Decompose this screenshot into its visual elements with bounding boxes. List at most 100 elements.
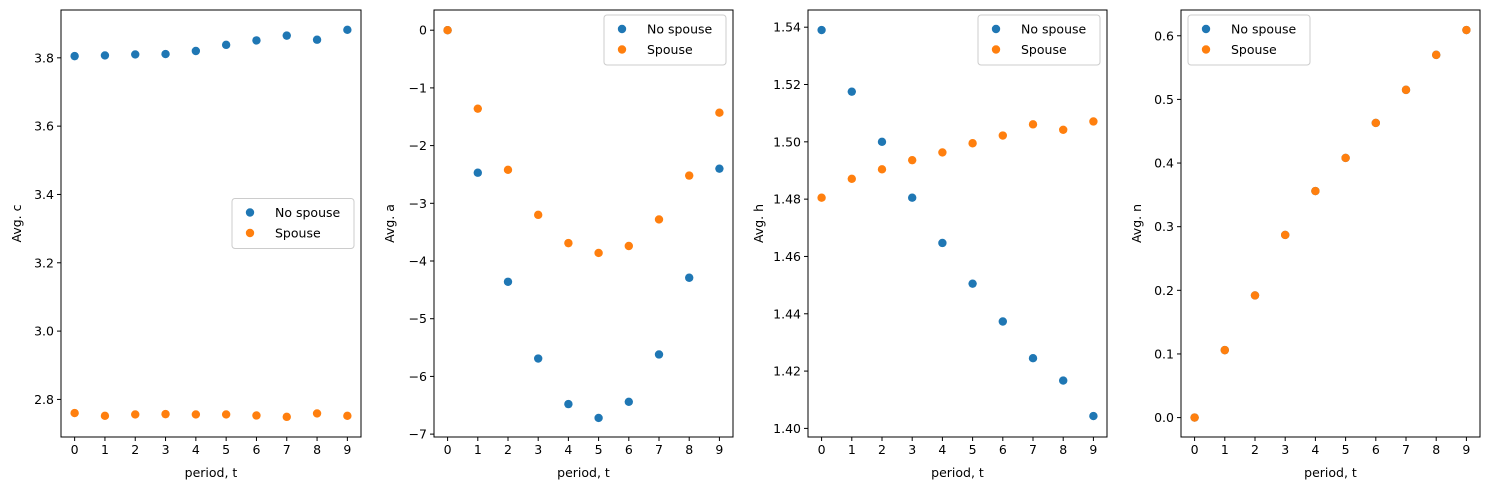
no-spouse-point <box>654 350 664 359</box>
spouse-point <box>282 412 291 422</box>
spouse-point <box>847 174 856 183</box>
y-tick-label: 1.44 <box>773 306 801 321</box>
spouse-point <box>1371 118 1381 128</box>
spouse-point <box>564 238 573 248</box>
x-tick-label: 3 <box>908 442 916 457</box>
no-spouse-point <box>161 49 170 59</box>
plot-frame <box>60 9 362 438</box>
y-tick-label: 3.4 <box>34 187 54 202</box>
no-spouse-point <box>877 137 887 147</box>
x-tick-label: 2 <box>1251 442 1259 457</box>
x-tick-label: 5 <box>969 442 977 457</box>
spouse-point <box>1059 125 1068 134</box>
x-tick-label: 4 <box>938 442 946 457</box>
no-spouse-point <box>312 35 322 44</box>
no-spouse-point <box>343 25 352 35</box>
x-tick-label: 6 <box>625 442 633 457</box>
y-tick-label: 1.52 <box>773 77 801 92</box>
spouse-point <box>938 148 947 157</box>
x-axis-label: period, t <box>1304 465 1357 480</box>
x-tick-label: 2 <box>504 442 512 457</box>
legend-marker <box>245 228 255 238</box>
y-tick-label: 0.1 <box>1154 346 1174 361</box>
legend-marker <box>1201 24 1211 34</box>
legend-label: Spouse <box>1021 42 1067 57</box>
x-tick-label: 3 <box>1281 442 1289 457</box>
spouse-point <box>1311 186 1320 196</box>
x-axis-label: period, t <box>557 465 610 480</box>
legend: No spouse Spouse <box>1187 14 1311 66</box>
spouse-point <box>715 108 724 117</box>
y-tick-label: 1.54 <box>773 20 801 35</box>
spouse-point <box>533 210 543 220</box>
legend-box <box>977 14 1101 66</box>
x-tick-label: 4 <box>1311 442 1319 457</box>
x-tick-label: 3 <box>162 442 170 457</box>
y-tick-label: −4 <box>409 254 427 269</box>
y-tick-label: 1.48 <box>773 192 801 207</box>
y-axis-label: Avg. c <box>9 204 24 242</box>
y-tick-label: 3.0 <box>34 324 54 339</box>
legend-marker <box>991 45 1001 54</box>
x-tick-label: 1 <box>1221 442 1229 457</box>
x-tick-label: 1 <box>101 442 109 457</box>
subplot-2: 0 1 2 3 4 5 6 7 8 9 −7 −6 −5 −4 −3 −2 −1 0 period, t Avg. a… <box>382 9 734 480</box>
spouse-point <box>221 410 231 419</box>
spouse-point <box>968 139 977 148</box>
y-tick-label: 1.40 <box>773 421 801 436</box>
legend: No spouse Spouse <box>977 14 1101 66</box>
legend-marker <box>617 24 627 34</box>
legend-marker <box>617 45 627 54</box>
no-spouse-point <box>907 193 917 202</box>
no-spouse-point <box>503 277 513 286</box>
y-tick-label: −3 <box>409 196 427 211</box>
no-spouse-point <box>1059 376 1068 385</box>
plot-frame <box>1180 9 1481 438</box>
spouse-point <box>1341 153 1350 163</box>
x-tick-label: 2 <box>131 442 139 457</box>
y-axis-label: Avg. h <box>751 204 766 243</box>
y-axis-label: Avg. n <box>1129 204 1144 243</box>
x-tick-label: 9 <box>715 442 723 457</box>
y-tick-label: 1.42 <box>773 364 801 379</box>
x-tick-label: 2 <box>878 442 886 457</box>
no-spouse-point <box>282 31 291 40</box>
no-spouse-point <box>221 40 231 50</box>
spouse-point <box>624 241 634 251</box>
legend-label: No spouse <box>1021 22 1087 37</box>
spouse-point <box>161 409 170 419</box>
spouse-point <box>594 248 603 258</box>
spouse-point <box>503 165 513 175</box>
spouse-point <box>191 410 201 419</box>
y-tick-label: 3.6 <box>34 119 54 134</box>
legend-marker <box>245 208 255 217</box>
legend-label: Spouse <box>275 226 321 241</box>
spouse-point <box>1089 117 1098 126</box>
spouse-point <box>1432 50 1441 60</box>
x-tick-label: 1 <box>474 442 482 457</box>
spouse-point <box>685 171 694 180</box>
y-tick-label: 1.50 <box>773 134 801 149</box>
legend-marker <box>991 24 1001 34</box>
x-tick-label: 9 <box>343 442 351 457</box>
spouse-point <box>70 408 79 418</box>
spouse-point <box>1280 230 1290 240</box>
legend-box <box>1187 14 1311 66</box>
x-axis-label: period, t <box>185 465 238 480</box>
spouse-point <box>100 411 110 421</box>
spouse-point <box>1250 291 1260 300</box>
x-tick-label: 7 <box>1029 442 1037 457</box>
no-spouse-point <box>1028 353 1038 363</box>
y-tick-label: −6 <box>409 369 427 384</box>
no-spouse-point <box>847 87 856 96</box>
spouse-point <box>817 193 826 202</box>
spouse-point <box>312 409 322 418</box>
spouse-point <box>1220 345 1229 355</box>
x-tick-label: 8 <box>1059 442 1067 457</box>
spouse-point <box>1462 25 1471 35</box>
x-tick-label: 0 <box>71 442 79 457</box>
y-tick-label: 0.5 <box>1154 92 1174 107</box>
no-spouse-point <box>998 317 1008 326</box>
spouse-point <box>473 104 482 113</box>
